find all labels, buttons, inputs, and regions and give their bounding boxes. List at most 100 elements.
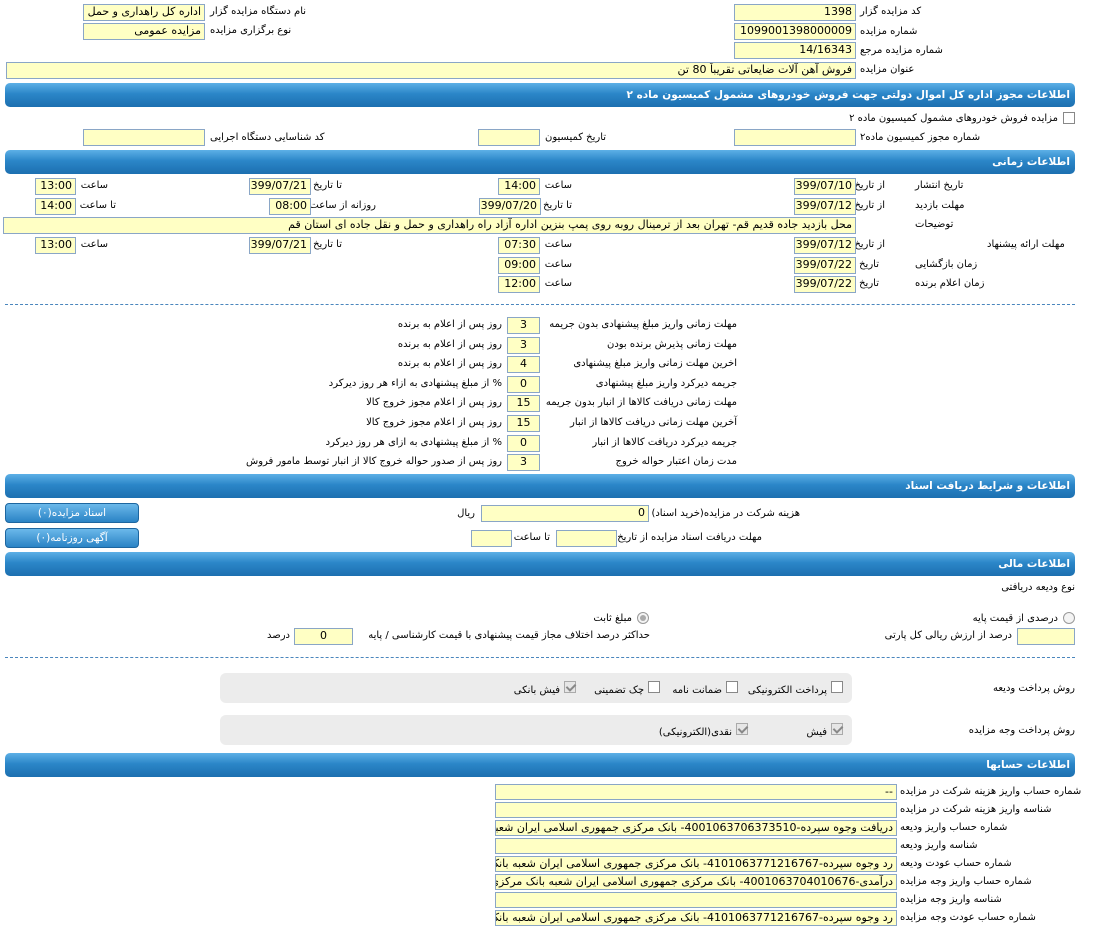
option-panel xyxy=(220,673,852,703)
input-field[interactable]: 12:00 xyxy=(498,276,540,293)
label: درصد از ارزش ریالی کل پارتی xyxy=(884,630,1012,641)
input-field[interactable]: 15 xyxy=(507,395,540,413)
input-field[interactable] xyxy=(556,530,617,547)
input-field[interactable]: 3 xyxy=(507,317,540,334)
label: ساعت xyxy=(544,180,572,191)
label: مزایده فروش خودروهای مشمول کمیسیون ماده … xyxy=(849,113,1058,124)
label: از تاریخ xyxy=(854,239,885,250)
checkbox[interactable] xyxy=(648,681,660,693)
input-field[interactable]: 0 xyxy=(507,375,540,393)
label: مهلت زمانی واریز مبلغ پیشنهادی بدون جریم… xyxy=(549,319,737,330)
input-field[interactable]: فروش آهن آلات ضایعاتی تقریباً 80 تن xyxy=(6,62,856,79)
input-field[interactable] xyxy=(478,129,540,146)
label: تاریخ انتشار xyxy=(915,180,964,191)
label: آخرین مهلت زمانی دریافت کالاها از انبار xyxy=(570,417,737,428)
label: زمان اعلام برنده xyxy=(915,278,985,289)
label: روزانه از ساعت xyxy=(309,200,376,211)
input-field[interactable]: محل بازدید جاده قدیم قم- تهران بعد از تر… xyxy=(3,217,856,234)
input-field[interactable]: 1399/07/20 xyxy=(479,198,541,215)
input-field[interactable]: 4 xyxy=(507,356,540,374)
input-field[interactable]: 15 xyxy=(507,415,540,432)
checkbox[interactable] xyxy=(831,681,843,693)
checkbox[interactable] xyxy=(1063,112,1075,124)
input-field[interactable]: 13:00 xyxy=(35,178,76,195)
label: جریمه دیرکرد واریز مبلغ پیشنهادی xyxy=(595,377,737,389)
label: ساعت xyxy=(80,239,108,250)
label: شماره مزایده مرجع xyxy=(860,45,943,56)
input-field[interactable]: اداره کل راهداری و حمل و xyxy=(83,4,205,21)
input-field[interactable] xyxy=(495,838,897,854)
input-field[interactable]: مزایده عمومی xyxy=(83,23,205,40)
radio[interactable] xyxy=(637,612,649,624)
input-field[interactable]: 1399/07/21 xyxy=(249,237,311,254)
button[interactable]: آگهی روزنامه(۰) xyxy=(5,528,139,548)
input-field[interactable]: رد وجوه سپرده-4101063771216767- بانک مرک… xyxy=(495,856,897,872)
input-field[interactable] xyxy=(495,892,897,908)
label: مهلت زمانی پذیرش برنده بودن xyxy=(606,338,737,350)
input-field[interactable] xyxy=(471,530,512,547)
input-field[interactable]: 1399/07/12 xyxy=(794,198,856,215)
input-field[interactable]: 3 xyxy=(507,336,540,354)
label: کد شناسایی دستگاه اجرایی xyxy=(210,132,325,143)
input-field[interactable]: 0 xyxy=(507,434,540,452)
section-header: اطلاعات حسابها xyxy=(5,753,1075,777)
label: % از مبلغ پیشنهادی به ازاء هر روز دیرکرد xyxy=(328,377,502,389)
section-header: اطلاعات مالی xyxy=(5,552,1075,576)
label: شماره حساب عودت ودیعه xyxy=(900,858,1012,869)
label: هزینه شرکت در مزایده(خرید اسناد) xyxy=(651,508,800,519)
input-field[interactable] xyxy=(495,802,897,818)
label: شناسه واریز هزینه شرکت در مزایده xyxy=(900,804,1052,815)
checkbox[interactable] xyxy=(726,681,738,693)
label: حداکثر درصد اختلاف مجاز قیمت پیشنهادی با… xyxy=(368,630,650,641)
input-field[interactable]: 1399/07/12 xyxy=(794,237,856,254)
label: مهلت ارائه پیشنهاد xyxy=(987,239,1065,250)
input-field[interactable]: 14:00 xyxy=(35,198,76,215)
input-field[interactable]: 1399/07/22 xyxy=(794,257,856,274)
input-field[interactable]: 1399/07/10 xyxy=(794,178,856,195)
button[interactable]: اسناد مزایده(۰) xyxy=(5,503,139,523)
input-field[interactable]: درآمدی-4001063704010676- بانک مرکزی جمهو… xyxy=(495,874,897,890)
label: مبلغ ثابت xyxy=(593,613,632,624)
input-field[interactable]: 3 xyxy=(507,454,540,472)
label: روز پس از اعلام به برنده xyxy=(397,319,502,330)
input-field[interactable]: 08:00 xyxy=(269,198,311,215)
input-field[interactable]: 0 xyxy=(481,505,649,522)
checkbox[interactable] xyxy=(736,723,748,735)
input-field[interactable]: 14/16343 xyxy=(734,42,856,59)
input-field[interactable] xyxy=(83,129,205,146)
radio[interactable] xyxy=(1063,612,1075,624)
input-field[interactable]: 1399/07/21 xyxy=(249,178,311,195)
input-field[interactable]: -- xyxy=(495,784,897,800)
label: مهلت دریافت اسناد مزایده از تاریخ xyxy=(617,532,762,543)
label: % از مبلغ پیشنهادی به ازای هر روز دیرکرد xyxy=(325,436,502,448)
label: شناسه واریز ودیعه xyxy=(900,840,978,851)
label: شماره حساب واریز وجه مزایده xyxy=(900,876,1032,887)
label: تا ساعت xyxy=(513,532,550,543)
input-field[interactable] xyxy=(1017,628,1075,645)
label: تاریخ xyxy=(859,278,879,289)
label: شناسه واریز وجه مزایده xyxy=(900,894,1002,905)
label: روش پرداخت ودیعه xyxy=(992,683,1075,694)
label: روش پرداخت وجه مزایده xyxy=(968,725,1075,736)
checkbox[interactable] xyxy=(564,681,576,693)
label: اخرین مهلت زمانی واریز مبلغ پیشنهادی xyxy=(573,358,737,370)
label: نام دستگاه مزایده گزار xyxy=(210,6,307,17)
label: تاریخ کمیسیون xyxy=(545,132,607,143)
input-field[interactable]: 1398 xyxy=(734,4,856,21)
label: توضیحات xyxy=(915,219,954,230)
input-field[interactable]: 1399/07/22 xyxy=(794,276,856,293)
input-field[interactable]: 1099001398000009 xyxy=(734,23,856,40)
input-field[interactable]: 14:00 xyxy=(498,178,540,195)
label: ضمانت نامه xyxy=(672,685,722,696)
input-field[interactable]: رد وجوه سپرده-4101063771216767- بانک مرک… xyxy=(495,910,897,926)
label: مهلت بازدید xyxy=(915,200,965,211)
input-field[interactable]: 13:00 xyxy=(35,237,76,254)
input-field[interactable] xyxy=(734,129,856,146)
input-field[interactable]: 09:00 xyxy=(498,257,540,274)
checkbox[interactable] xyxy=(831,723,843,735)
label: روز پس از اعلام مجوز خروج کالا xyxy=(366,397,502,409)
input-field[interactable]: دریافت وجوه سپرده-4001063706373510- بانک… xyxy=(495,820,897,836)
label: عنوان مزایده xyxy=(860,64,915,75)
input-field[interactable]: 07:30 xyxy=(498,237,540,254)
input-field[interactable]: 0 xyxy=(294,628,353,645)
